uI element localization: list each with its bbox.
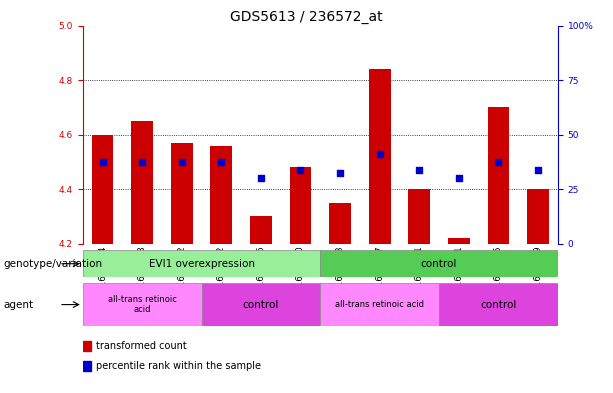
Bar [439, 283, 558, 326]
Point [256, 175, 266, 181]
Bar [527, 189, 549, 244]
Bar [289, 167, 311, 244]
Bar [369, 69, 390, 244]
Text: control: control [480, 299, 517, 310]
Bar [487, 107, 509, 244]
Text: GDS5613 / 236572_at: GDS5613 / 236572_at [230, 10, 383, 24]
Point [454, 175, 464, 181]
Point [177, 159, 186, 165]
Text: control: control [243, 299, 279, 310]
Text: control: control [421, 259, 457, 269]
Point [97, 159, 107, 165]
Bar [250, 217, 272, 244]
Bar [83, 361, 91, 371]
Point [533, 167, 543, 173]
Text: agent: agent [3, 299, 33, 310]
Bar [83, 341, 91, 351]
Point [137, 159, 147, 165]
Bar [321, 283, 439, 326]
Bar [83, 283, 202, 326]
Text: percentile rank within the sample: percentile rank within the sample [96, 361, 261, 371]
Text: transformed count: transformed count [96, 341, 187, 351]
Bar [408, 189, 430, 244]
Bar [202, 283, 321, 326]
Bar [210, 145, 232, 244]
Bar [171, 143, 192, 244]
Bar [321, 250, 558, 277]
Point [335, 170, 345, 176]
Bar [83, 250, 321, 277]
Text: all-trans retinoic acid: all-trans retinoic acid [335, 300, 424, 309]
Point [493, 159, 503, 165]
Text: all-trans retinoic
acid: all-trans retinoic acid [108, 295, 177, 314]
Point [295, 167, 305, 173]
Point [375, 151, 384, 157]
Bar [329, 203, 351, 244]
Bar [448, 238, 470, 244]
Point [414, 167, 424, 173]
Text: genotype/variation: genotype/variation [3, 259, 102, 269]
Text: EVI1 overexpression: EVI1 overexpression [148, 259, 254, 269]
Bar [92, 134, 113, 244]
Point [216, 159, 226, 165]
Bar [131, 121, 153, 244]
